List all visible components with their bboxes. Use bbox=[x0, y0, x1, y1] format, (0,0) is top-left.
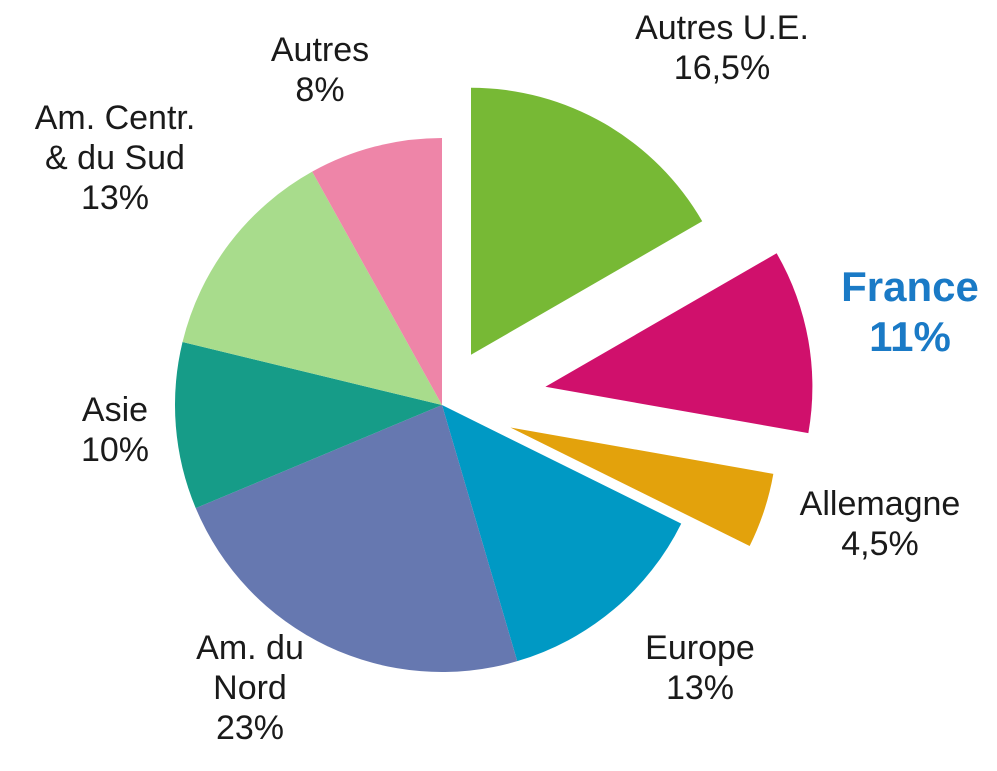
pie-slice bbox=[195, 405, 518, 673]
pie-slice bbox=[442, 405, 682, 662]
slice-label: France bbox=[841, 263, 979, 310]
slice-value-label: 4,5% bbox=[841, 525, 919, 563]
pie-slice bbox=[175, 342, 442, 509]
slice-label: Autres bbox=[270, 31, 370, 69]
slice-label: Autres U.E. bbox=[635, 9, 809, 47]
slice-value-label: 11% bbox=[869, 313, 951, 360]
slice-value-label: 10% bbox=[80, 431, 150, 469]
slice-value-label: 13% bbox=[80, 179, 150, 217]
pie-slice bbox=[312, 138, 442, 405]
slice-label: Allemagne bbox=[799, 485, 961, 523]
slice-label: Am. du Nord bbox=[196, 629, 304, 707]
slice-value-label: 23% bbox=[215, 709, 285, 747]
slice-value-label: 13% bbox=[665, 669, 735, 707]
pie-slice bbox=[510, 427, 774, 547]
pie-slice bbox=[182, 171, 442, 405]
pie-slice bbox=[545, 253, 813, 434]
pie-slice bbox=[471, 87, 703, 355]
slice-value-label: 16,5% bbox=[673, 49, 771, 87]
slice-value-label: 8% bbox=[295, 71, 345, 109]
slice-label: Am. Centr. & du Sud bbox=[34, 99, 196, 177]
slice-label: Asie bbox=[81, 391, 149, 429]
slice-label: Europe bbox=[645, 629, 755, 667]
